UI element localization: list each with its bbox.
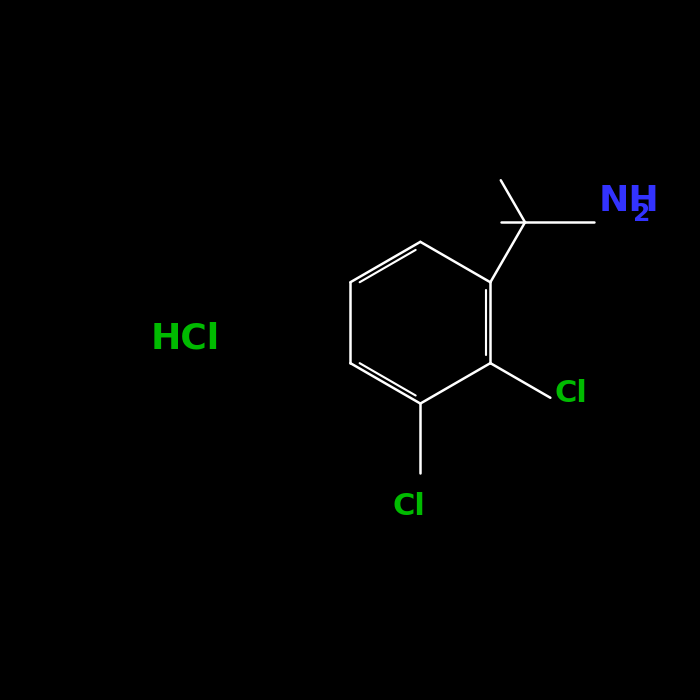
Text: 2: 2 xyxy=(633,202,650,226)
Text: Cl: Cl xyxy=(393,492,425,521)
Text: NH: NH xyxy=(598,184,659,218)
Text: Cl: Cl xyxy=(554,379,587,408)
Text: HCl: HCl xyxy=(151,321,220,355)
